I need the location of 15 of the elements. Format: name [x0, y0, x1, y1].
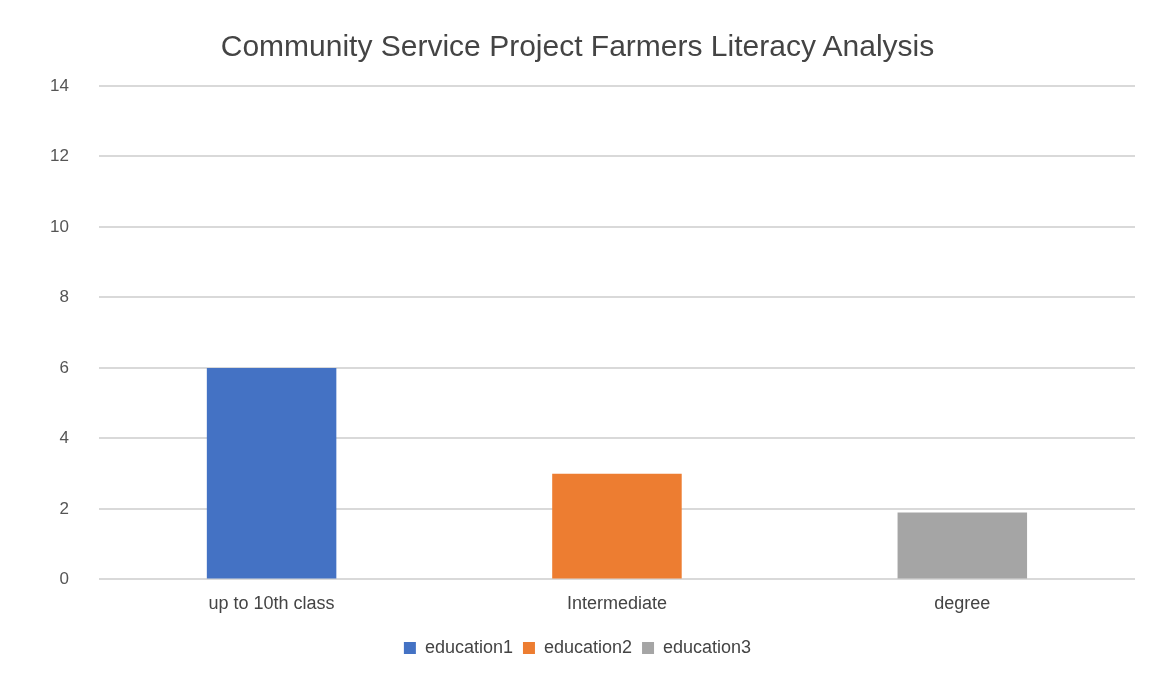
x-tick-label: Intermediate	[566, 593, 667, 614]
y-tick-label: 14	[49, 75, 69, 95]
x-tick-label: degree	[934, 593, 991, 614]
y-tick-label: 10	[49, 216, 69, 236]
y-tick-label: 6	[59, 357, 69, 377]
chart-title: Community Service Project Farmers Literacy Analysis	[220, 29, 935, 63]
legend-label: education3	[663, 636, 752, 657]
legend-label: education2	[543, 636, 633, 657]
y-tick-label: 8	[59, 287, 69, 307]
x-tick-label: up to 10th class	[208, 593, 335, 614]
y-tick-label: 2	[59, 498, 69, 518]
y-tick-label: 4	[59, 428, 69, 448]
y-tick-label: 12	[49, 146, 69, 166]
legend-label: education1	[424, 636, 513, 657]
y-tick-label: 0	[59, 569, 69, 589]
